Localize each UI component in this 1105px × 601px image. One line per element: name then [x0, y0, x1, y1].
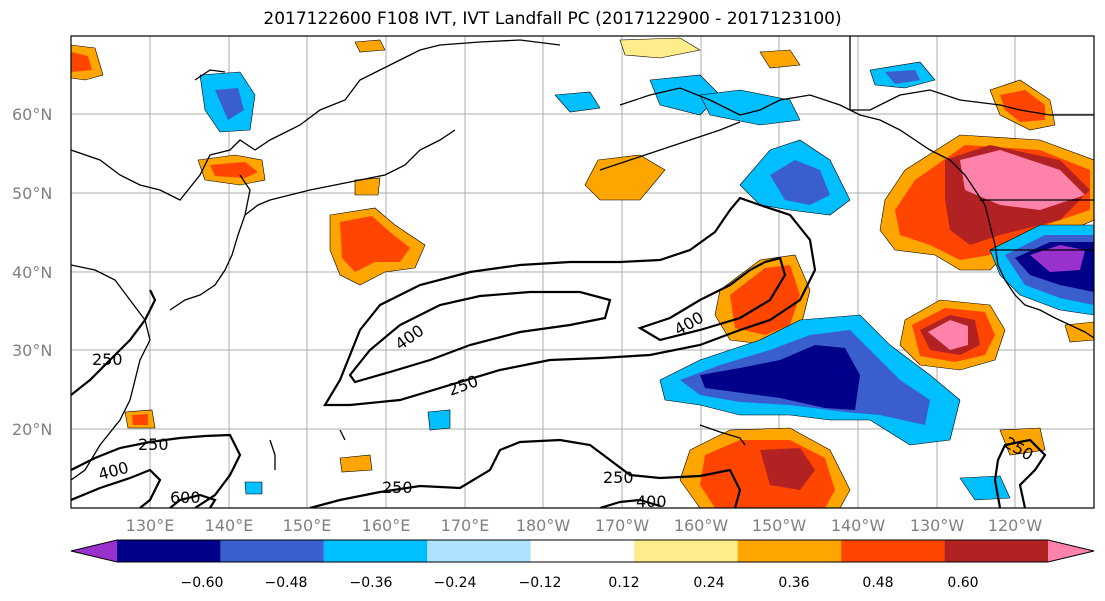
colorbar-segment — [323, 540, 428, 562]
colorbar-segment — [944, 540, 1048, 562]
colorbar-segment — [427, 540, 531, 562]
colorbar-tick-label: 0.24 — [693, 575, 724, 591]
colorbar-tick-label: 0.36 — [778, 575, 809, 591]
map-frame — [70, 35, 1095, 509]
lon-label: 170°W — [595, 516, 650, 535]
chart-title: 2017122600 F108 IVT, IVT Landfall PC (20… — [263, 9, 842, 29]
colorbar-segment — [117, 540, 221, 562]
colorbar-segment — [71, 540, 117, 562]
contour-label: 250 — [92, 350, 123, 369]
coastlines — [71, 36, 1094, 481]
colorbar-segment — [530, 540, 635, 562]
colorbar-tick-label: −0.12 — [519, 575, 562, 591]
contour-label: 250 — [382, 478, 413, 497]
colorbar-tick-label: 0.48 — [862, 575, 893, 591]
lat-label: 60°N — [12, 105, 52, 124]
latitude-labels: 60°N 50°N 40°N 30°N 20°N — [12, 105, 52, 439]
lat-label: 50°N — [12, 184, 52, 203]
contour-label: 250 — [138, 435, 169, 454]
lon-label: 160°W — [674, 516, 729, 535]
contour-label: 250 — [603, 468, 634, 487]
lat-label: 40°N — [12, 263, 52, 282]
lon-label: 150°E — [283, 516, 332, 535]
colorbar-tick-label: −0.36 — [350, 575, 393, 591]
ivt-contours — [71, 196, 1047, 508]
colorbar-tick-label: 0.60 — [947, 575, 978, 591]
colorbar-tick-label: −0.48 — [265, 575, 308, 591]
lon-label: 150°W — [752, 516, 807, 535]
lon-label: 140°W — [831, 516, 886, 535]
colorbar-segment — [634, 540, 738, 562]
lon-label: 180°W — [516, 516, 571, 535]
lon-label: 160°E — [362, 516, 411, 535]
colorbar-segment — [841, 540, 945, 562]
lon-label: 130°W — [910, 516, 965, 535]
colorbar-segment — [1048, 540, 1094, 562]
lon-label: 120°W — [988, 516, 1043, 535]
colorbar — [70, 539, 1095, 563]
colorbar-outline — [70, 539, 1095, 563]
contour-label: 400 — [636, 492, 667, 511]
colorbar-segment — [737, 540, 842, 562]
lon-label: 130°E — [126, 516, 175, 535]
pc-shading — [71, 37, 1094, 508]
lat-label: 20°N — [12, 420, 52, 439]
colorbar-segment — [220, 540, 324, 562]
colorbar-tick-label: −0.24 — [434, 575, 477, 591]
gridlines — [71, 36, 1094, 508]
lat-label: 30°N — [12, 341, 52, 360]
lon-label: 170°E — [441, 516, 490, 535]
contour-label: 600 — [170, 488, 201, 507]
colorbar-tick-labels: −0.60 −0.48 −0.36 −0.24 −0.12 0.12 0.24 … — [181, 575, 979, 591]
colorbar-tick-label: 0.12 — [608, 575, 639, 591]
colorbar-tick-label: −0.60 — [181, 575, 224, 591]
lon-label: 140°E — [205, 516, 254, 535]
longitude-labels: 130°E 140°E 150°E 160°E 170°E 180°W 170°… — [126, 516, 1043, 535]
